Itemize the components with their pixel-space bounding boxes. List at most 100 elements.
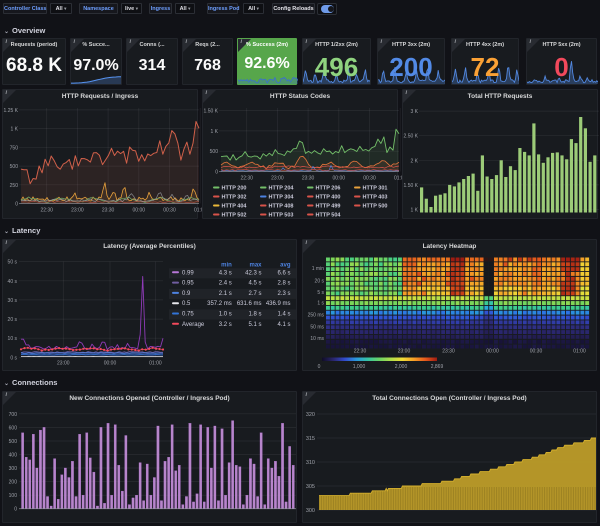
svg-text:1.0 s: 1.0 s [219, 312, 232, 318]
svg-text:500: 500 [9, 439, 18, 445]
svg-text:00:00: 00:00 [133, 208, 146, 214]
svg-text:1.4 s: 1.4 s [277, 312, 290, 318]
svg-text:500: 500 [10, 164, 19, 170]
svg-text:22:30: 22:30 [40, 208, 53, 214]
svg-text:300: 300 [9, 466, 18, 472]
svg-text:2.3 s: 2.3 s [277, 291, 290, 297]
svg-text:HTTP 503: HTTP 503 [269, 213, 294, 219]
svg-text:2 K: 2 K [410, 158, 418, 164]
svg-text:HTTP 504: HTTP 504 [316, 213, 342, 219]
svg-text:HTTP 404: HTTP 404 [222, 204, 248, 210]
svg-text:00:00: 00:00 [333, 176, 346, 182]
svg-text:23:30: 23:30 [442, 349, 455, 355]
svg-text:10 ms: 10 ms [310, 336, 324, 342]
svg-text:HTTP 200: HTTP 200 [222, 186, 247, 192]
svg-text:5.1 s: 5.1 s [248, 322, 261, 328]
svg-text:631.6 ms: 631.6 ms [237, 301, 262, 307]
svg-text:1.50 K: 1.50 K [404, 183, 419, 189]
svg-text:0: 0 [318, 364, 321, 370]
svg-text:5 s: 5 s [317, 290, 324, 296]
svg-text:1 min: 1 min [312, 266, 324, 272]
svg-text:23:00: 23:00 [271, 176, 284, 182]
svg-text:HTTP 304: HTTP 304 [269, 195, 295, 201]
svg-text:2.7 s: 2.7 s [248, 291, 261, 297]
svg-text:2.4 s: 2.4 s [219, 281, 232, 287]
svg-text:700: 700 [9, 412, 18, 418]
svg-text:HTTP 204: HTTP 204 [269, 186, 295, 192]
svg-text:4.3 s: 4.3 s [219, 270, 232, 276]
svg-text:50 s: 50 s [8, 260, 18, 266]
svg-text:1.50 K: 1.50 K [204, 109, 219, 115]
svg-text:0: 0 [15, 202, 18, 208]
svg-text:00:30: 00:30 [163, 208, 176, 214]
svg-text:310: 310 [306, 460, 315, 466]
svg-text:4.1 s: 4.1 s [277, 322, 290, 328]
svg-text:HTTP 499: HTTP 499 [316, 204, 341, 210]
svg-text:01:00: 01:00 [194, 208, 202, 214]
svg-text:20 s: 20 s [8, 317, 18, 323]
svg-text:2,869: 2,869 [431, 364, 444, 370]
svg-text:22:30: 22:30 [240, 176, 253, 182]
svg-text:00:30: 00:30 [530, 349, 543, 355]
svg-text:00:00: 00:00 [104, 361, 117, 367]
svg-text:20 s: 20 s [315, 279, 325, 285]
svg-text:0 s: 0 s [10, 355, 17, 361]
svg-text:1.25 K: 1.25 K [4, 108, 19, 114]
svg-text:1 K: 1 K [10, 127, 18, 133]
svg-text:23:30: 23:30 [102, 208, 115, 214]
svg-text:1,000: 1,000 [353, 364, 366, 370]
svg-text:400: 400 [9, 453, 18, 459]
svg-text:3 K: 3 K [410, 109, 418, 115]
svg-text:357.2 ms: 357.2 ms [207, 301, 232, 307]
svg-text:23:30: 23:30 [302, 176, 315, 182]
svg-text:250 ms: 250 ms [308, 313, 325, 319]
svg-text:4.5 s: 4.5 s [248, 281, 261, 287]
svg-text:00:30: 00:30 [363, 176, 376, 182]
svg-text:100: 100 [9, 493, 18, 499]
svg-text:01:00: 01:00 [149, 361, 162, 367]
svg-text:0.5: 0.5 [182, 301, 191, 307]
svg-text:750: 750 [10, 145, 19, 151]
svg-text:23:00: 23:00 [398, 349, 411, 355]
svg-text:HTTP 502: HTTP 502 [222, 213, 247, 219]
svg-text:600: 600 [9, 425, 18, 431]
svg-text:42.3 s: 42.3 s [245, 270, 261, 276]
svg-text:1 s: 1 s [317, 301, 324, 307]
svg-text:0.95: 0.95 [182, 281, 194, 287]
svg-text:200: 200 [9, 480, 18, 486]
svg-text:2.8 s: 2.8 s [277, 281, 290, 287]
svg-text:22:30: 22:30 [354, 349, 367, 355]
svg-text:300: 300 [306, 508, 315, 514]
svg-text:HTTP 408: HTTP 408 [269, 204, 294, 210]
svg-text:HTTP 302: HTTP 302 [222, 195, 247, 201]
svg-text:500: 500 [210, 149, 219, 155]
svg-text:0: 0 [215, 170, 218, 176]
svg-text:HTTP 403: HTTP 403 [363, 195, 388, 201]
svg-text:HTTP 500: HTTP 500 [363, 204, 388, 210]
svg-text:250: 250 [10, 183, 19, 189]
svg-text:0.75: 0.75 [182, 312, 194, 318]
svg-text:HTTP 206: HTTP 206 [316, 186, 341, 192]
svg-text:0: 0 [14, 507, 17, 513]
svg-text:30 s: 30 s [8, 298, 18, 304]
svg-text:1.8 s: 1.8 s [248, 312, 261, 318]
svg-text:HTTP 400: HTTP 400 [316, 195, 341, 201]
svg-text:1 K: 1 K [210, 129, 218, 135]
svg-text:315: 315 [306, 436, 315, 442]
svg-text:00:00: 00:00 [486, 349, 499, 355]
svg-text:1 K: 1 K [410, 208, 418, 214]
svg-text:max: max [249, 263, 262, 269]
svg-text:Average: Average [182, 322, 205, 328]
svg-text:2.1 s: 2.1 s [219, 291, 232, 297]
svg-text:01:00: 01:00 [394, 176, 402, 182]
svg-text:3.2 s: 3.2 s [219, 322, 232, 328]
svg-text:2,000: 2,000 [395, 364, 408, 370]
svg-text:436.9 ms: 436.9 ms [266, 301, 291, 307]
svg-text:305: 305 [306, 484, 315, 490]
svg-text:23:00: 23:00 [71, 208, 84, 214]
svg-text:HTTP 301: HTTP 301 [363, 186, 388, 192]
svg-text:23:00: 23:00 [57, 361, 70, 367]
svg-text:320: 320 [306, 412, 315, 418]
svg-text:0.9: 0.9 [182, 291, 191, 297]
svg-text:avg: avg [280, 263, 291, 269]
